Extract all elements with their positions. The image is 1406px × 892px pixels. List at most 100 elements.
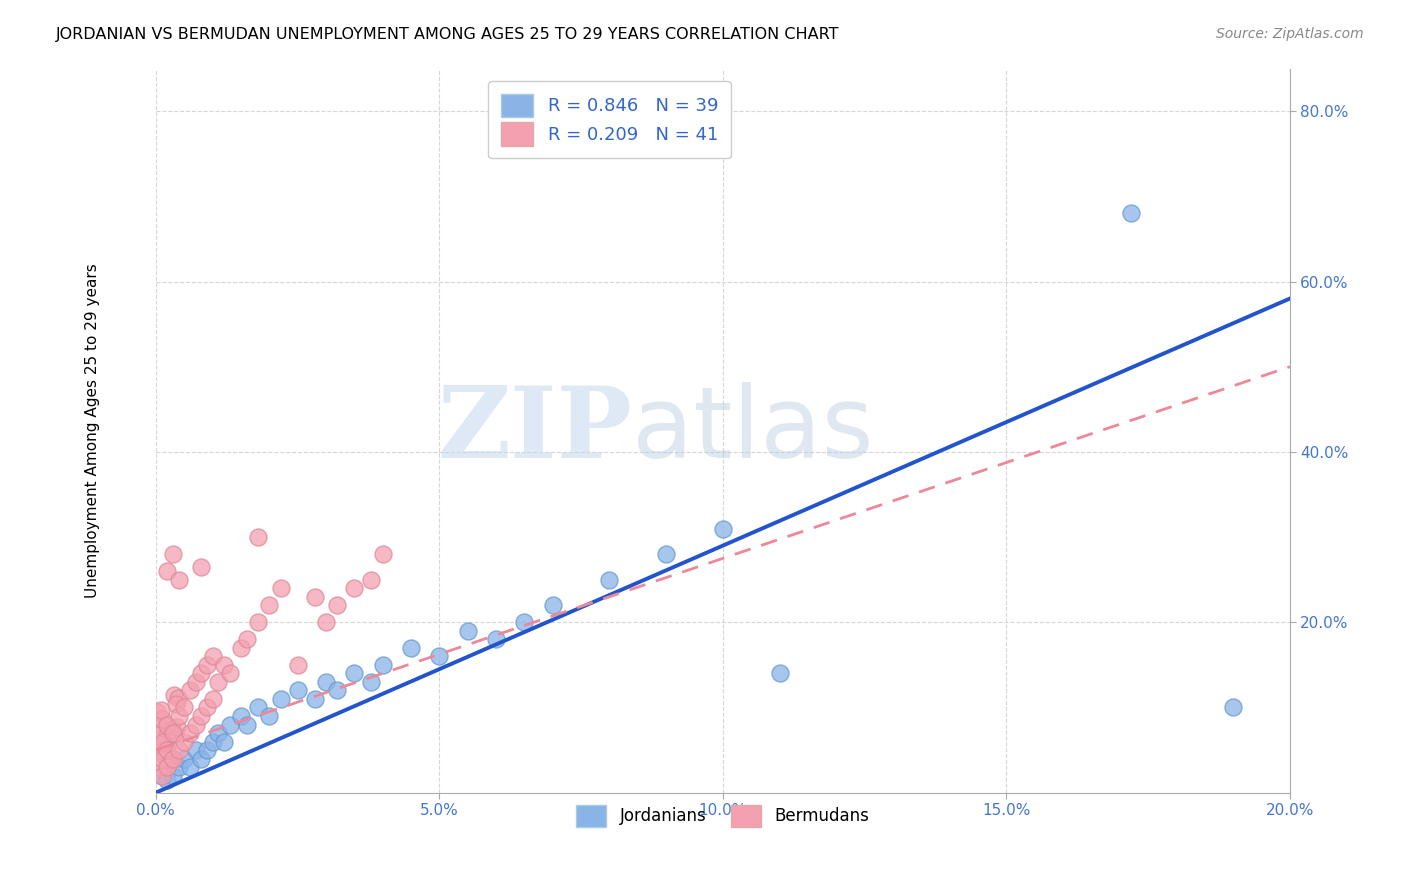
Point [1222,700,1244,714]
Point [149,703,172,717]
Point [212,734,235,748]
Point [162,547,184,561]
Point [167,743,190,757]
Y-axis label: Unemployment Among Ages 25 to 29 years: Unemployment Among Ages 25 to 29 years [86,263,100,598]
Point [326,683,349,698]
Point [655,547,678,561]
Text: atlas: atlas [633,382,873,479]
Point [156,729,179,743]
Point [513,615,536,630]
Point [768,666,790,681]
Point [173,700,195,714]
Point [155,749,177,764]
Point [207,674,229,689]
Point [427,649,450,664]
Point [212,657,235,672]
Point [315,615,337,630]
Point [179,683,201,698]
Point [360,674,382,689]
Point [343,666,366,681]
Point [485,632,508,647]
Point [457,624,479,638]
Point [246,615,269,630]
Point [598,573,620,587]
Point [157,757,180,772]
Point [146,728,169,742]
Point [167,709,190,723]
Point [218,717,240,731]
Point [173,734,195,748]
Point [184,717,207,731]
Point [190,709,212,723]
Point [287,683,309,698]
Point [315,674,337,689]
Point [150,734,173,748]
Point [162,688,184,702]
Point [287,657,309,672]
Point [156,743,179,757]
Point [163,727,186,741]
Text: JORDANIAN VS BERMUDAN UNEMPLOYMENT AMONG AGES 25 TO 29 YEARS CORRELATION CHART: JORDANIAN VS BERMUDAN UNEMPLOYMENT AMONG… [56,27,839,42]
Point [343,581,366,595]
Point [150,751,173,765]
Point [167,573,190,587]
Point [270,581,292,595]
Point [160,751,183,765]
Point [179,760,201,774]
Point [150,738,173,752]
Point [156,772,179,787]
Text: Source: ZipAtlas.com: Source: ZipAtlas.com [1216,27,1364,41]
Point [235,717,257,731]
Point [162,722,184,736]
Point [162,726,184,740]
Point [145,745,167,759]
Point [1121,206,1143,220]
Point [371,657,394,672]
Point [218,666,240,681]
Point [201,649,224,664]
Legend: Jordanians, Bermudans: Jordanians, Bermudans [568,797,877,835]
Point [156,760,179,774]
Point [166,697,188,711]
Point [167,760,190,774]
Point [156,760,179,774]
Point [229,709,252,723]
Point [146,705,169,719]
Point [173,751,195,765]
Point [259,599,281,613]
Point [148,760,170,774]
Point [399,640,422,655]
Point [150,769,173,783]
Point [167,691,190,706]
Point [270,692,292,706]
Point [190,666,212,681]
Point [259,709,281,723]
Point [195,700,218,714]
Text: ZIP: ZIP [437,382,633,479]
Point [150,769,173,783]
Point [229,640,252,655]
Point [304,590,326,604]
Point [155,742,177,756]
Point [156,564,179,578]
Point [711,522,734,536]
Point [326,599,349,613]
Point [195,743,218,757]
Point [162,769,184,783]
Point [304,692,326,706]
Point [195,657,218,672]
Point [162,751,184,765]
Point [246,530,269,544]
Point [166,720,188,734]
Point [235,632,257,647]
Point [162,751,184,765]
Point [541,599,564,613]
Point [150,712,173,726]
Point [179,726,201,740]
Point [184,743,207,757]
Point [153,737,176,751]
Point [146,717,169,731]
Point [246,700,269,714]
Point [190,560,212,574]
Point [184,674,207,689]
